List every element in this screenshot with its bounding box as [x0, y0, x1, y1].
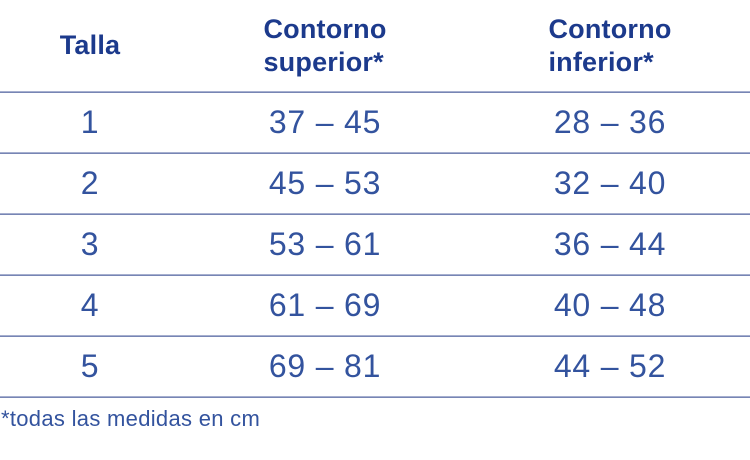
row-divider: [0, 91, 750, 93]
cell-contorno-inferior: 44 – 52: [553, 348, 667, 384]
cell-contorno-inferior: 40 – 48: [553, 287, 667, 323]
column-header-contorno-inferior-line2: inferior*: [548, 46, 654, 77]
column-header-talla-cell: Talla: [0, 29, 180, 61]
cell-contorno-inferior: 36 – 44: [553, 226, 667, 262]
cell-contorno-superior: 69 – 81: [268, 348, 382, 384]
row-divider: [0, 335, 750, 337]
cell-contorno-superior: 61 – 69: [268, 287, 382, 323]
row-divider: [0, 213, 750, 215]
cell-talla: 3: [80, 226, 100, 262]
row-divider: [0, 274, 750, 276]
table-footnote: *todas las medidas en cm: [1, 406, 261, 431]
table-header-row: Talla Contorno superior* Contorno inferi…: [0, 0, 750, 91]
row-divider: [0, 396, 750, 398]
cell-contorno-superior: 53 – 61: [268, 226, 382, 262]
cell-contorno-inferior: 28 – 36: [553, 104, 667, 140]
column-header-contorno-superior: Contorno superior*: [263, 13, 386, 78]
column-header-superior-cell: Contorno superior*: [180, 13, 470, 78]
column-header-contorno-superior-line1: Contorno: [263, 14, 387, 45]
table-row-size-3: 3 53 – 61 36 – 44: [0, 215, 750, 274]
table-row-size-4: 4 61 – 69 40 – 48: [0, 276, 750, 335]
column-header-inferior-cell: Contorno inferior*: [470, 13, 750, 78]
cell-contorno-superior: 45 – 53: [268, 165, 382, 201]
cell-contorno-inferior: 32 – 40: [553, 165, 667, 201]
table-row-size-2: 2 45 – 53 32 – 40: [0, 154, 750, 213]
column-header-contorno-superior-line2: superior*: [263, 46, 384, 77]
cell-talla: 5: [80, 348, 100, 384]
table-row-size-5: 5 69 – 81 44 – 52: [0, 337, 750, 396]
column-header-contorno-inferior-line1: Contorno: [548, 14, 672, 45]
cell-talla: 2: [80, 165, 100, 201]
column-header-contorno-inferior: Contorno inferior*: [548, 13, 671, 78]
cell-talla: 1: [80, 104, 100, 140]
row-divider: [0, 152, 750, 154]
cell-talla: 4: [80, 287, 100, 323]
column-header-talla: Talla: [59, 30, 121, 61]
table-row-size-1: 1 37 – 45 28 – 36: [0, 93, 750, 152]
cell-contorno-superior: 37 – 45: [268, 104, 382, 140]
size-table: Talla Contorno superior* Contorno inferi…: [0, 0, 750, 431]
